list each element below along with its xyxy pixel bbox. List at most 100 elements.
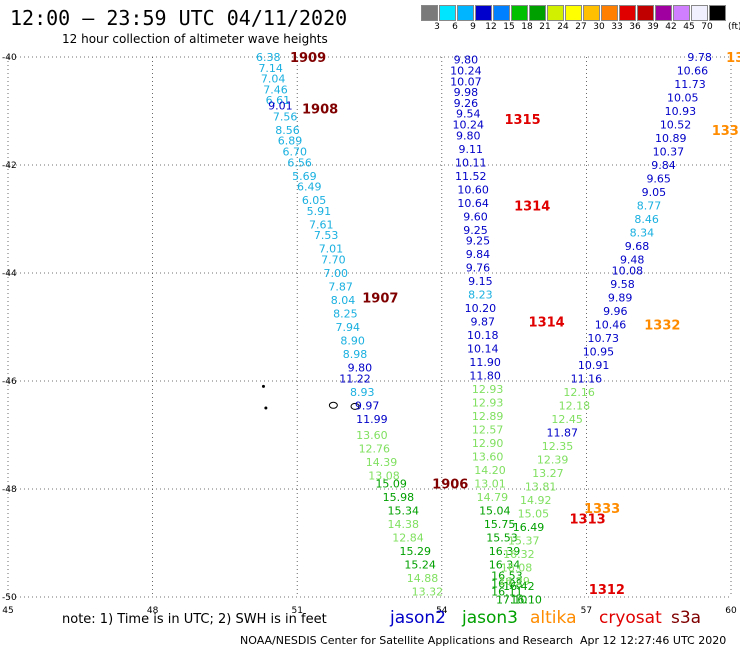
swh-value: 13.32 <box>412 586 444 599</box>
swh-value: 10.89 <box>655 132 687 145</box>
legend-swatch <box>529 5 546 21</box>
swh-value: 9.25 <box>463 224 488 237</box>
legend-label: 18 <box>521 22 533 32</box>
legend-label: 15 <box>503 22 515 32</box>
swh-value: 7.94 <box>336 321 361 334</box>
swh-value: 9.68 <box>625 240 650 253</box>
swh-value: 10.52 <box>660 119 692 132</box>
legend-swatch <box>475 5 492 21</box>
swh-value: 16.34 <box>489 559 521 572</box>
swh-value: 10.08 <box>612 264 644 277</box>
legend-label: 30 <box>593 22 605 32</box>
legend-label: 42 <box>665 22 677 32</box>
legend-label: 3 <box>434 22 440 32</box>
page-subtitle: 12 hour collection of altimeter wave hei… <box>62 32 328 46</box>
swh-value: 15.37 <box>508 534 540 547</box>
legend-swatch <box>439 5 456 21</box>
swh-value: 7.70 <box>321 254 346 267</box>
legend-swatch <box>421 5 438 21</box>
legend-swatch <box>493 5 510 21</box>
pass-number: 1314 <box>514 200 550 215</box>
pass-number: 1315 <box>504 113 540 128</box>
page-title: 12:00 – 23:59 UTC 04/11/2020 <box>10 6 348 30</box>
swh-value: 16.11 <box>491 586 523 599</box>
legend-swatch <box>691 5 708 21</box>
y-tick-label: -44 <box>2 269 17 279</box>
swh-value: 6.38 <box>256 51 281 64</box>
swh-value: 9.25 <box>466 235 491 248</box>
legend-swatch <box>709 5 726 21</box>
satellite-label-jason2: jason2 <box>390 608 446 628</box>
pass-number: 13 <box>726 51 740 66</box>
swh-value: 7.56 <box>273 110 298 123</box>
island-dot <box>264 406 268 410</box>
generation-timestamp: Apr 12 12:27:46 UTC 2020 <box>580 634 727 647</box>
swh-value: 8.23 <box>468 289 493 302</box>
swh-value: 9.89 <box>608 291 633 304</box>
swh-value: 9.80 <box>454 54 479 67</box>
swh-value: 9.01 <box>268 100 293 113</box>
x-tick-label: 57 <box>581 606 592 616</box>
swh-value: 10.46 <box>595 318 627 331</box>
swh-value: 12.45 <box>551 413 583 426</box>
swh-value: 14.20 <box>474 464 506 477</box>
swh-value: 10.37 <box>653 146 685 159</box>
satellite-label-cryosat: cryosat <box>599 608 662 628</box>
swh-value: 9.78 <box>687 51 712 64</box>
swh-value: 10.95 <box>583 345 615 358</box>
swh-value: 8.90 <box>340 335 365 348</box>
pass-number: 1908 <box>302 102 338 117</box>
swh-value: 9.97 <box>355 399 380 412</box>
pass-number: 1312 <box>589 583 625 598</box>
swh-value: 15.34 <box>387 505 419 518</box>
legend-swatch <box>619 5 636 21</box>
swh-value: 7.61 <box>309 218 334 231</box>
swh-value: 8.93 <box>350 386 375 399</box>
legend-swatch <box>547 5 564 21</box>
pass-number: 1907 <box>362 291 398 306</box>
y-tick-label: -48 <box>2 485 17 495</box>
swh-value: 10.24 <box>453 119 485 132</box>
swh-value: 9.26 <box>454 97 479 110</box>
swh-value: 6.05 <box>302 194 327 207</box>
swh-value: 5.91 <box>307 205 332 218</box>
legend-swatch <box>655 5 672 21</box>
swh-value: 9.80 <box>456 129 481 142</box>
swh-value: 15.24 <box>404 559 436 572</box>
swh-value: 9.98 <box>454 86 479 99</box>
swh-value: 8.98 <box>343 348 368 361</box>
swh-value: 9.80 <box>348 362 373 375</box>
swh-value: 12.93 <box>472 397 504 410</box>
swh-value: 8.34 <box>630 227 655 240</box>
swh-value: 12.39 <box>537 453 569 466</box>
swh-value: 7.46 <box>263 83 288 96</box>
swh-value: 15.05 <box>518 507 550 520</box>
swh-value: 8.56 <box>275 124 300 137</box>
satellite-label-jason3: jason3 <box>462 608 518 628</box>
swh-value: 9.76 <box>466 262 491 275</box>
swh-value: 9.87 <box>471 316 496 329</box>
swh-value: 10.64 <box>457 197 489 210</box>
y-tick-label: -42 <box>2 161 17 171</box>
swh-value: 9.58 <box>610 278 635 291</box>
swh-value: 9.48 <box>620 254 645 267</box>
swh-value: 13.60 <box>356 429 388 442</box>
swh-value: 6.61 <box>266 94 291 107</box>
swh-value: 9.84 <box>466 248 491 261</box>
swh-value: 15.53 <box>486 532 518 545</box>
swh-value: 15.75 <box>484 518 516 531</box>
swh-value: 7.04 <box>261 73 286 86</box>
legend-label: 24 <box>557 22 569 32</box>
swh-value: 16.53 <box>491 569 523 582</box>
swh-value: 11.87 <box>547 426 579 439</box>
swh-value: 16.42 <box>503 580 535 593</box>
swh-value: 10.14 <box>467 343 499 356</box>
swh-value: 11.73 <box>674 78 706 91</box>
pass-number: 1313 <box>570 513 606 528</box>
swh-value: 11.99 <box>356 413 388 426</box>
swh-value: 16.29 <box>498 575 530 588</box>
swh-value: 9.05 <box>642 186 667 199</box>
footnote: note: 1) Time is in UTC; 2) SWH is in fe… <box>62 612 327 627</box>
swh-value: 12.35 <box>542 440 574 453</box>
